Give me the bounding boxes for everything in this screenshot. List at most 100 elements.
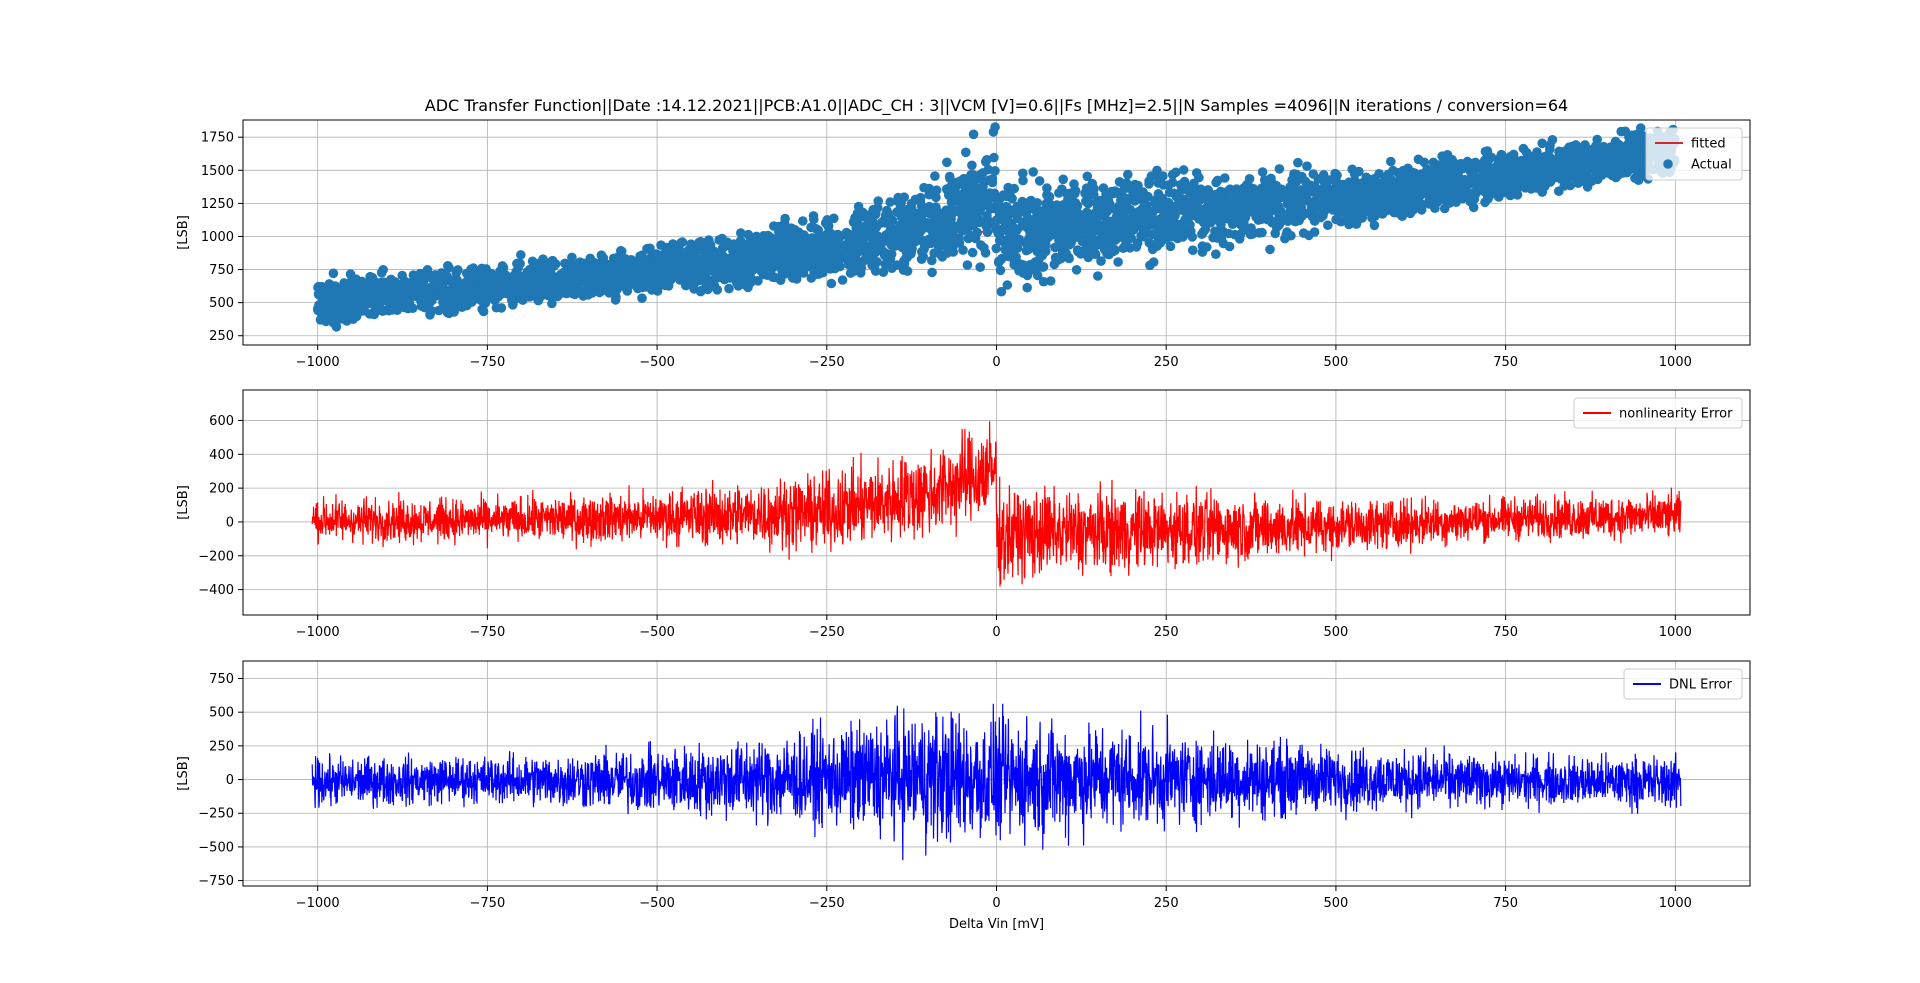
scatter-point: [400, 287, 410, 298]
scatter-point: [1053, 219, 1064, 230]
scatter-point: [783, 230, 794, 241]
scatter-point: [920, 239, 930, 250]
scatter-point: [931, 192, 941, 203]
scatter-point: [1323, 220, 1333, 230]
scatter-point: [1365, 175, 1375, 185]
scatter-point: [706, 263, 717, 274]
scatter-point: [1260, 213, 1270, 223]
scatter-point: [1245, 229, 1256, 240]
scatter-point: [990, 122, 1000, 132]
scatter-point: [498, 262, 509, 273]
scatter-point: [1003, 251, 1014, 262]
scatter-point: [1400, 196, 1411, 207]
scatter-point: [1045, 218, 1055, 228]
scatter-point: [1598, 161, 1609, 172]
scatter-point: [357, 280, 367, 290]
scatter-point: [1109, 227, 1119, 238]
scatter-point: [328, 268, 339, 279]
scatter-point: [1287, 181, 1298, 192]
scatter-point: [789, 246, 799, 256]
scatter-point: [1096, 256, 1106, 266]
scatter-point: [1583, 144, 1593, 155]
scatter-point: [822, 249, 833, 260]
scatter-point: [1108, 246, 1118, 257]
scatter-point: [1201, 242, 1212, 252]
scatter-point: [1434, 179, 1444, 189]
scatter-point: [1088, 249, 1099, 259]
x-tick-label: 500: [1324, 896, 1349, 911]
scatter-point: [869, 262, 880, 273]
scatter-point: [1344, 218, 1355, 229]
scatter-point: [684, 257, 694, 268]
scatter-point: [772, 222, 782, 232]
scatter-point: [798, 268, 809, 278]
plot-area: [311, 421, 1682, 587]
y-tick-label: 500: [209, 296, 234, 311]
scatter-point: [728, 252, 738, 262]
scatter-point: [489, 279, 499, 290]
scatter-point: [863, 249, 874, 259]
scatter-point: [1348, 202, 1358, 213]
x-tick-label: −500: [639, 896, 675, 911]
scatter-point: [1550, 172, 1561, 183]
scatter-point: [416, 301, 427, 312]
nonlinearity-error-panel: −1000 −750 −500 −250 0 250 500 750 1000 −400 −200 0…: [176, 389, 1751, 640]
scatter-point: [481, 295, 492, 305]
scatter-point: [769, 257, 780, 268]
scatter-point: [336, 313, 346, 324]
scatter-point: [690, 274, 700, 285]
scatter-point: [1078, 224, 1089, 235]
scatter-point: [1014, 263, 1024, 274]
x-tick-label: 1000: [1659, 896, 1692, 911]
scatter-point: [420, 271, 431, 282]
scatter-point: [957, 214, 968, 225]
scatter-point: [982, 227, 993, 237]
scatter-point: [1627, 159, 1637, 170]
scatter-point: [746, 262, 756, 273]
scatter-point: [1258, 188, 1269, 199]
scatter-point: [853, 201, 864, 212]
scatter-point: [1462, 175, 1473, 185]
scatter-point: [845, 268, 856, 278]
scatter-point: [1265, 244, 1275, 255]
scatter-point: [1413, 154, 1424, 165]
scatter-point: [1087, 178, 1098, 189]
x-tick-label: −250: [809, 355, 845, 370]
y-axis-label: [LSB]: [176, 485, 191, 520]
scatter-point: [1071, 265, 1082, 275]
scatter-point: [1254, 199, 1265, 209]
scatter-point: [425, 310, 435, 320]
scatter-point: [1584, 160, 1594, 171]
scatter-point: [924, 201, 935, 212]
scatter-point: [743, 238, 754, 249]
scatter-point: [1296, 185, 1306, 195]
plot-area: [311, 703, 1682, 861]
scatter-point: [1456, 158, 1466, 169]
y-tick-label: 250: [209, 739, 234, 754]
x-tick-label: −1000: [296, 625, 340, 640]
scatter-point: [1111, 188, 1122, 198]
scatter-point: [594, 278, 604, 289]
scatter-point: [857, 229, 868, 239]
x-tick-label: −500: [639, 355, 675, 370]
scatter-point: [1332, 170, 1342, 181]
scatter-point: [633, 283, 643, 294]
scatter-point: [1415, 181, 1425, 191]
scatter-point: [1117, 206, 1128, 217]
scatter-point: [973, 194, 983, 204]
scatter-point: [1458, 190, 1469, 201]
scatter-point: [1218, 204, 1228, 214]
plot-area: [313, 122, 1680, 332]
scatter-point: [1546, 156, 1557, 167]
y-tick-label: −200: [198, 549, 234, 564]
x-axis-label: Delta Vin [mV]: [949, 917, 1044, 932]
scatter-point: [1020, 237, 1031, 248]
scatter-point: [621, 268, 631, 279]
scatter-point: [743, 229, 754, 240]
scatter-point: [1138, 187, 1148, 197]
scatter-point: [1430, 203, 1440, 213]
dnl-error-panel: −1000 −750 −500 −250 0 250 500 750 1000 −750 −500 −…: [176, 660, 1751, 911]
scatter-point: [330, 281, 341, 291]
scatter-point: [1163, 180, 1174, 190]
